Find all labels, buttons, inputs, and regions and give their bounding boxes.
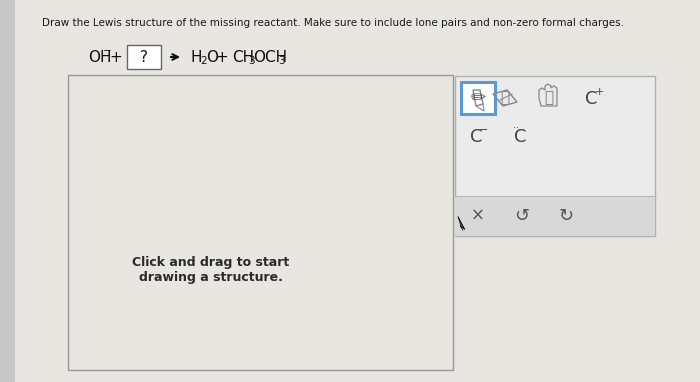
Text: Draw the Lewis structure of the missing reactant. Make sure to include lone pair: Draw the Lewis structure of the missing … xyxy=(42,18,624,28)
Text: 3: 3 xyxy=(248,56,255,66)
Text: ··: ·· xyxy=(513,123,519,133)
Text: C: C xyxy=(514,128,526,146)
Text: C: C xyxy=(584,90,597,108)
Bar xyxy=(68,75,453,370)
Text: −: − xyxy=(103,46,112,56)
Text: +: + xyxy=(594,87,603,97)
Text: CH: CH xyxy=(232,50,254,65)
Text: −: − xyxy=(480,125,489,135)
Text: H: H xyxy=(191,50,202,65)
Polygon shape xyxy=(458,217,465,230)
Text: OCH: OCH xyxy=(253,50,287,65)
Text: 2: 2 xyxy=(200,56,206,66)
Text: Click and drag to start
drawing a structure.: Click and drag to start drawing a struct… xyxy=(132,256,289,284)
Text: ?: ? xyxy=(140,50,148,65)
Bar xyxy=(455,76,655,236)
Text: ↺: ↺ xyxy=(514,207,530,225)
Text: C: C xyxy=(470,128,482,146)
Text: OH: OH xyxy=(88,50,111,65)
Text: ↻: ↻ xyxy=(559,207,573,225)
Text: 🖐: 🖐 xyxy=(545,91,554,105)
Text: +: + xyxy=(110,50,122,65)
Text: ×: × xyxy=(471,207,485,225)
Bar xyxy=(455,196,655,236)
Bar xyxy=(461,82,495,114)
Text: ✏: ✏ xyxy=(470,89,486,107)
Bar xyxy=(127,45,161,69)
Text: 🖱: 🖱 xyxy=(500,91,510,105)
Text: 3: 3 xyxy=(278,56,285,66)
Text: +: + xyxy=(216,50,228,65)
Text: O: O xyxy=(206,50,218,65)
